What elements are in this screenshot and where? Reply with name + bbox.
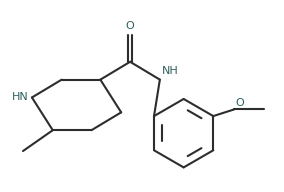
Text: O: O [126,21,135,31]
Text: NH: NH [162,66,179,76]
Text: HN: HN [12,93,28,103]
Text: O: O [236,98,245,108]
